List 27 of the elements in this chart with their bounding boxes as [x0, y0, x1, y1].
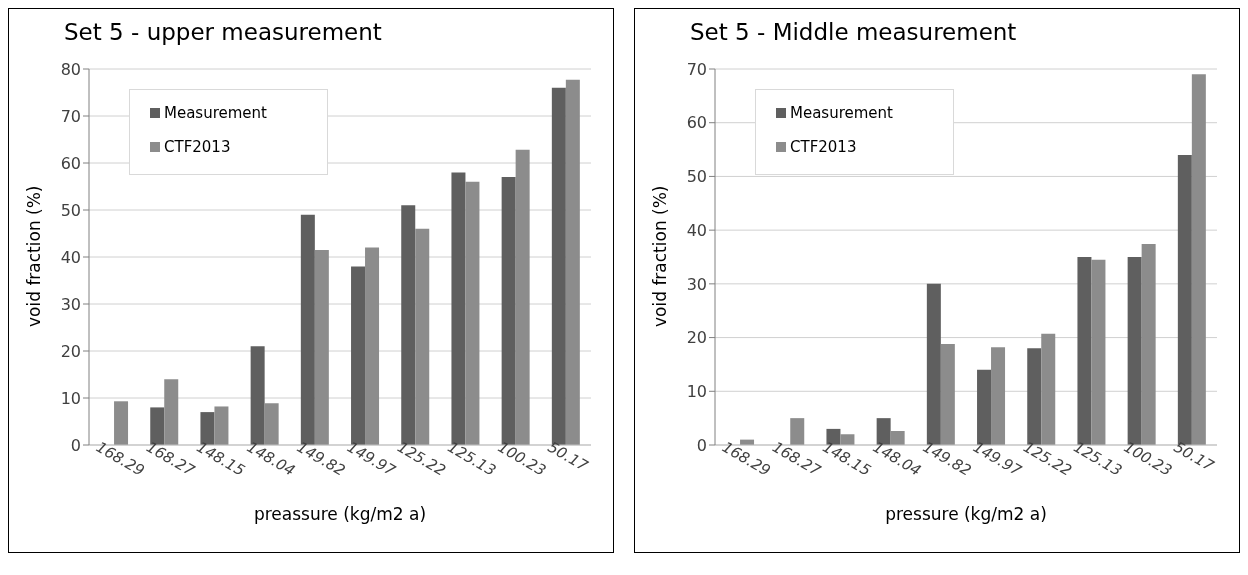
- y-axis-title: void fraction (%): [24, 185, 45, 327]
- legend-label: Measurement: [790, 104, 893, 122]
- y-tick-label: 40: [60, 247, 81, 267]
- legend-label: CTF2013: [164, 138, 231, 156]
- x-axis-title: preassure (kg/m2 a): [253, 504, 427, 524]
- y-tick-label: 60: [60, 153, 81, 173]
- y-tick-label: 0: [696, 435, 707, 455]
- y-tick-label: 10: [60, 388, 81, 408]
- y-tick-label: 40: [686, 220, 707, 240]
- y-axis-title: void fraction (%): [650, 185, 671, 327]
- y-tick-label: 20: [686, 328, 707, 348]
- legend-label: Measurement: [164, 104, 267, 122]
- y-tick-label: 70: [686, 59, 707, 79]
- chart-title: Set 5 - upper measurement: [64, 19, 382, 45]
- legend-label: CTF2013: [790, 138, 857, 156]
- x-axis-title: pressure (kg/m2 a): [885, 504, 1047, 524]
- y-tick-label: 80: [60, 59, 81, 79]
- chart-title: Set 5 - Middle measurement: [690, 19, 1017, 45]
- y-tick-label: 70: [60, 106, 81, 126]
- y-tick-label: 50: [686, 167, 707, 187]
- y-tick-label: 30: [60, 294, 81, 314]
- y-tick-label: 10: [686, 381, 707, 401]
- y-tick-label: 60: [686, 113, 707, 133]
- y-tick-label: 50: [60, 200, 81, 220]
- y-tick-label: 30: [686, 274, 707, 294]
- y-tick-label: 20: [60, 341, 81, 361]
- y-tick-label: 0: [70, 435, 81, 455]
